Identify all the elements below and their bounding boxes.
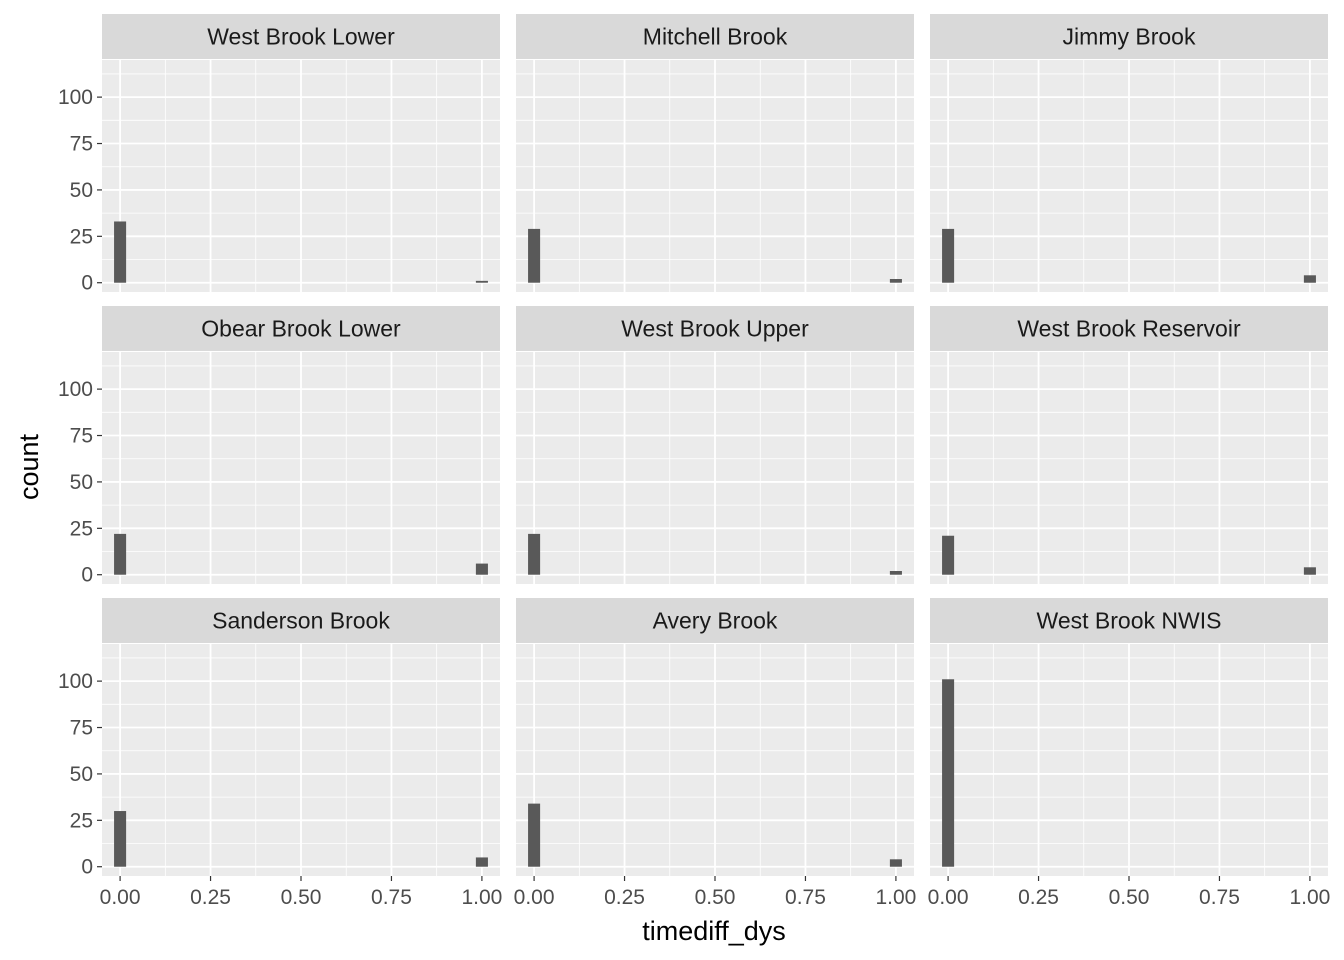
facet-strip-label: West Brook Lower bbox=[207, 24, 395, 50]
facet-strip bbox=[930, 14, 1328, 59]
facet-strip-label: Mitchell Brook bbox=[643, 24, 788, 50]
histogram-bar bbox=[475, 857, 488, 867]
x-tick-label: 0.75 bbox=[371, 886, 412, 909]
y-tick-label: 25 bbox=[70, 517, 93, 540]
facet-panel: Mitchell Brook bbox=[516, 14, 914, 292]
x-tick-label: 0.25 bbox=[604, 886, 645, 909]
facet-strip-label: West Brook NWIS bbox=[1037, 608, 1222, 634]
histogram-bar bbox=[942, 679, 955, 867]
facet-strip bbox=[516, 598, 914, 643]
facet-strip-label: Avery Brook bbox=[653, 608, 778, 634]
facet-panel: West Brook NWIS 0.00 0.25 0.50 0.75 1.00 bbox=[928, 598, 1330, 909]
y-tick-label: 100 bbox=[58, 670, 93, 693]
histogram-bar bbox=[528, 803, 541, 867]
facet-strip-label: West Brook Reservoir bbox=[1017, 316, 1241, 342]
facet-strip bbox=[102, 306, 500, 351]
facet-strip bbox=[516, 306, 914, 351]
x-tick-label: 0.25 bbox=[190, 886, 231, 909]
y-tick-label: 25 bbox=[70, 809, 93, 832]
facet-panel: West Brook Reservoir bbox=[930, 306, 1328, 584]
y-tick-label: 100 bbox=[58, 86, 93, 109]
histogram-bar bbox=[528, 228, 541, 283]
y-tick-label: 50 bbox=[70, 471, 93, 494]
y-tick-label: 50 bbox=[70, 179, 93, 202]
x-tick-label: 0.25 bbox=[1018, 886, 1059, 909]
histogram-bar bbox=[889, 859, 902, 867]
histogram-bar bbox=[114, 221, 127, 283]
facet-panel: Obear Brook Lower 0 25 50 75 100 bbox=[58, 306, 500, 587]
x-tick-label: 0.00 bbox=[100, 886, 141, 909]
x-tick-label: 0.50 bbox=[695, 886, 736, 909]
histogram-bar bbox=[1303, 275, 1316, 283]
histogram-bar bbox=[889, 571, 902, 575]
histogram-bar bbox=[475, 280, 488, 283]
facet-strip-label: West Brook Upper bbox=[621, 316, 809, 342]
x-tick-label: 0.00 bbox=[928, 886, 969, 909]
x-axis-title: timediff_dys bbox=[642, 916, 786, 946]
y-tick-label: 0 bbox=[81, 856, 93, 879]
y-axis-title: count bbox=[14, 433, 44, 500]
histogram-bar bbox=[114, 811, 127, 867]
facet-panel: Jimmy Brook bbox=[930, 14, 1328, 292]
facet-strip-label: Obear Brook Lower bbox=[201, 316, 401, 342]
x-tick-label: 1.00 bbox=[1289, 886, 1330, 909]
histogram-bar bbox=[114, 533, 127, 575]
x-tick-label: 0.50 bbox=[281, 886, 322, 909]
x-tick-label: 0.00 bbox=[514, 886, 555, 909]
histogram-bar bbox=[475, 563, 488, 575]
facet-panel: Avery Brook 0.00 0.25 0.50 0.75 1.00 bbox=[514, 598, 916, 909]
facet-strip-label: Sanderson Brook bbox=[212, 608, 390, 634]
x-tick-label: 0.50 bbox=[1109, 886, 1150, 909]
y-tick-label: 75 bbox=[70, 717, 93, 740]
y-tick-label: 100 bbox=[58, 378, 93, 401]
histogram-bar bbox=[942, 535, 955, 575]
histogram-bar bbox=[889, 279, 902, 283]
y-tick-label: 0 bbox=[81, 272, 93, 295]
y-tick-label: 75 bbox=[70, 425, 93, 448]
facet-panel: West Brook Upper bbox=[516, 306, 914, 584]
histogram-bar bbox=[942, 228, 955, 283]
y-tick-label: 75 bbox=[70, 133, 93, 156]
facet-strip bbox=[102, 598, 500, 643]
facet-panel: West Brook Lower 0 25 50 75 100 bbox=[58, 14, 500, 295]
y-tick-label: 0 bbox=[81, 564, 93, 587]
x-tick-label: 0.75 bbox=[1199, 886, 1240, 909]
facet-panels: West Brook Lower 0 25 50 75 100 Mitchell Brook… bbox=[58, 14, 1330, 909]
histogram-bar bbox=[1303, 567, 1316, 575]
facet-strip bbox=[930, 598, 1328, 643]
facet-strip-label: Jimmy Brook bbox=[1063, 24, 1196, 50]
histogram-bar bbox=[528, 533, 541, 575]
facet-panel: Sanderson Brook 0 25 50 75 100 0.00 0.25 0.50 0.7… bbox=[58, 598, 502, 909]
facet-strip bbox=[516, 14, 914, 59]
x-tick-label: 0.75 bbox=[785, 886, 826, 909]
facet-strip bbox=[930, 306, 1328, 351]
y-tick-label: 50 bbox=[70, 763, 93, 786]
x-tick-label: 1.00 bbox=[461, 886, 502, 909]
x-tick-label: 1.00 bbox=[875, 886, 916, 909]
y-tick-label: 25 bbox=[70, 225, 93, 248]
facet-strip bbox=[102, 14, 500, 59]
